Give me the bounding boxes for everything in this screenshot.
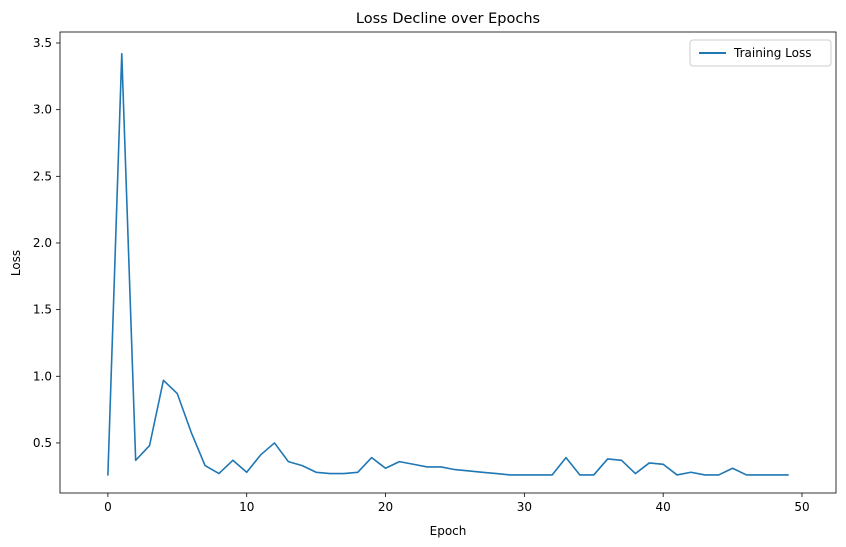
x-tick-label: 40 xyxy=(656,500,671,514)
x-tick-label: 10 xyxy=(239,500,254,514)
legend: Training Loss xyxy=(689,39,832,67)
y-tick-label: 3.5 xyxy=(33,36,52,50)
x-tick-label: 30 xyxy=(517,500,532,514)
y-tick-label: 2.0 xyxy=(33,236,52,250)
y-tick-label: 1.0 xyxy=(33,369,52,383)
x-tick-label: 0 xyxy=(104,500,112,514)
x-axis: 0 10 20 30 40 50 xyxy=(104,493,810,514)
legend-box xyxy=(689,39,832,67)
chart-title: Loss Decline over Epochs xyxy=(356,11,540,27)
y-tick-label: 3.0 xyxy=(33,103,52,117)
series-line-0 xyxy=(107,52,789,476)
plot-frame xyxy=(59,31,837,494)
y-axis: 0.5 1.0 1.5 2.0 2.5 3.0 3.5 xyxy=(33,36,60,450)
y-tick-label: 1.5 xyxy=(33,303,52,317)
y-axis-label: Loss xyxy=(9,250,23,276)
x-axis-label: Epoch xyxy=(430,524,467,538)
x-tick-label: 20 xyxy=(378,500,393,514)
x-tick-label: 50 xyxy=(794,500,809,514)
y-tick-label: 2.5 xyxy=(33,169,52,183)
plot-area xyxy=(59,31,837,494)
y-tick-label: 0.5 xyxy=(33,436,52,450)
legend-label: Training Loss xyxy=(733,46,811,60)
